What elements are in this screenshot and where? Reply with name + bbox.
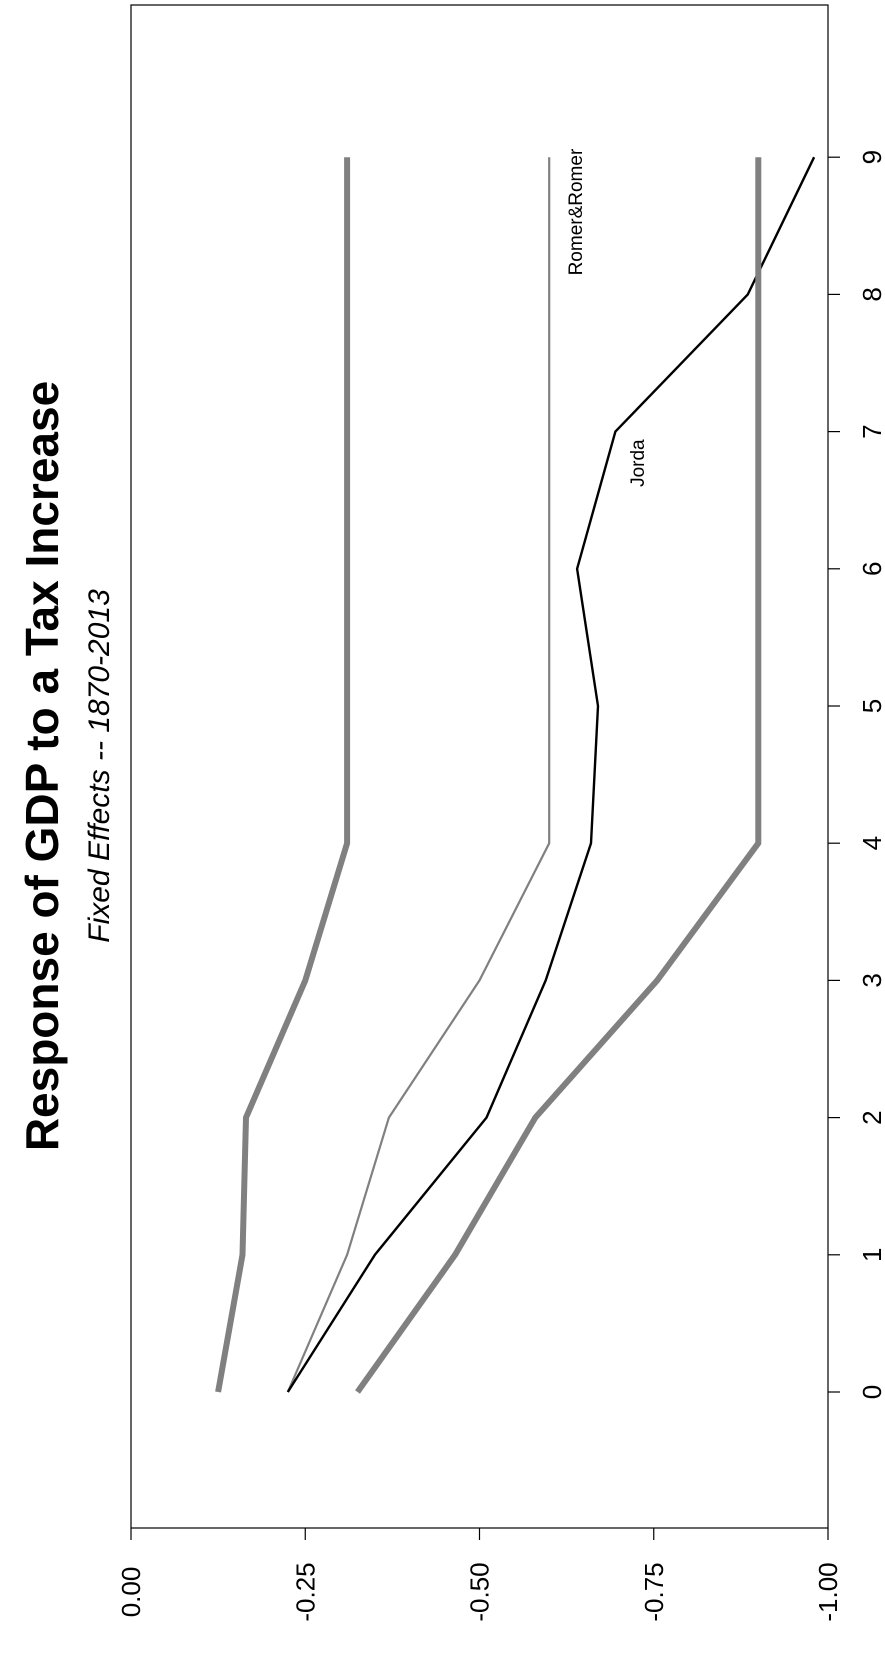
y-tick-label: 0.00 <box>116 1567 146 1618</box>
x-tick-label: 8 <box>857 287 885 301</box>
series-line-upper-band <box>218 157 347 1392</box>
series-line-estimate <box>288 157 549 1392</box>
series-label-jorda: Jorda <box>628 439 649 487</box>
x-tick-label: 5 <box>857 699 885 713</box>
y-tick-label: -0.25 <box>290 1562 320 1621</box>
chart-title: Response of GDP to a Tax Increase <box>16 381 68 1151</box>
series-label-romer: Romer&Romer <box>566 148 587 275</box>
x-tick-label: 1 <box>857 1248 885 1262</box>
x-tick-label: 7 <box>857 424 885 438</box>
x-tick-label: 0 <box>857 1385 885 1399</box>
y-tick-label: -0.50 <box>465 1562 495 1621</box>
x-tick-label: 3 <box>857 973 885 987</box>
x-tick-label: 6 <box>857 562 885 576</box>
axis-ticks: 0 1 2 3 4 5 6 7 8 9 0.00 -0.25 -0.50 -0.75 -1.00 <box>116 150 885 1622</box>
series-lines <box>218 157 814 1392</box>
series-labels: Romer&Romer Jorda <box>566 148 649 487</box>
x-tick-label: 4 <box>857 836 885 850</box>
y-tick-label: -0.75 <box>639 1562 669 1621</box>
x-tick-label: 2 <box>857 1110 885 1124</box>
series-line-lower-band <box>358 157 759 1392</box>
y-tick-label: -1.00 <box>813 1562 843 1621</box>
chart-subtitle: Fixed Effects -- 1870-2013 <box>83 589 116 943</box>
series-line-estimate <box>288 157 814 1392</box>
x-tick-label: 9 <box>857 150 885 164</box>
